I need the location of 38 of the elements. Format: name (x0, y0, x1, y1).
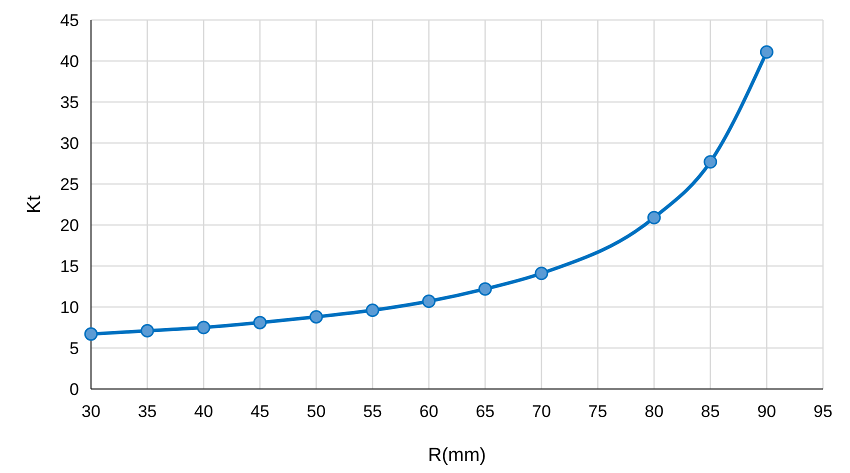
x-axis-title: R(mm) (428, 445, 486, 466)
x-tick-label: 85 (700, 402, 720, 421)
y-tick-label: 0 (70, 380, 79, 399)
y-tick-label: 30 (60, 134, 79, 153)
point (478, 282, 492, 296)
x-tick-label: 80 (644, 402, 664, 421)
x-tick-label: 40 (194, 402, 214, 421)
y-tick-label: 25 (60, 174, 79, 194)
point (534, 266, 548, 280)
y-tick-label: 40 (60, 52, 79, 71)
x-tick-label: 90 (757, 402, 776, 421)
y-axis-title: Kt (24, 194, 45, 214)
y-tick-label: 5 (70, 338, 79, 358)
y-tick-label: 20 (60, 216, 79, 235)
x-tick-label: 50 (306, 402, 326, 421)
x-tick-label: 95 (814, 402, 832, 421)
point (366, 304, 380, 318)
point (647, 210, 661, 224)
x-tick-label: 65 (476, 402, 495, 421)
point (140, 324, 154, 338)
x-tick-label: 70 (532, 402, 551, 421)
x-tick-label: 45 (250, 402, 270, 421)
point (309, 310, 323, 324)
y-tick-label: 15 (60, 256, 79, 276)
point (704, 155, 718, 169)
y-tick-label: 35 (60, 92, 79, 112)
y-tick-label: 45 (60, 10, 79, 30)
x-tick-label: 35 (138, 402, 157, 421)
point (84, 327, 98, 341)
point (253, 316, 267, 330)
x-tick-label: 75 (588, 402, 608, 421)
point (196, 320, 210, 334)
point (760, 45, 774, 59)
x-tick-label: 60 (419, 402, 438, 421)
x-tick-label: 30 (82, 402, 100, 421)
y-tick-label: 10 (60, 298, 79, 317)
x-tick-label: 55 (363, 402, 382, 421)
point (422, 294, 436, 308)
